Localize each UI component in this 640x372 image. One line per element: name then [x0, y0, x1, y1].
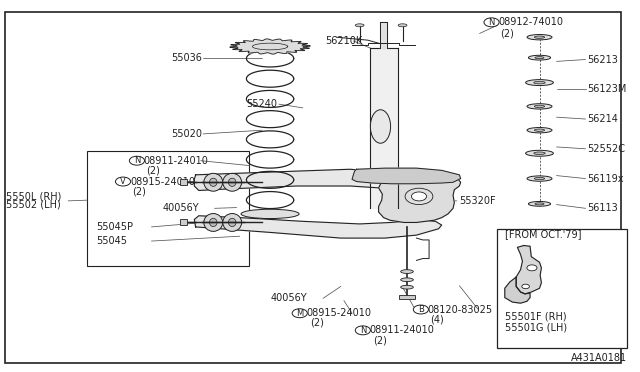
Text: B: B: [418, 305, 424, 314]
Ellipse shape: [529, 202, 550, 206]
Text: 5550L (RH): 5550L (RH): [6, 192, 61, 201]
Polygon shape: [379, 169, 461, 222]
Ellipse shape: [534, 177, 545, 180]
Text: 56210K: 56210K: [326, 36, 363, 46]
Text: 40056Y: 40056Y: [270, 294, 307, 303]
Circle shape: [405, 188, 433, 205]
Text: N: N: [134, 156, 140, 165]
Polygon shape: [352, 168, 461, 184]
Text: 08911-24010: 08911-24010: [370, 326, 435, 335]
Text: (2): (2): [310, 318, 324, 328]
Circle shape: [115, 177, 131, 186]
Circle shape: [355, 326, 371, 335]
Text: A431A0181: A431A0181: [571, 353, 627, 363]
Bar: [399, 295, 415, 299]
Polygon shape: [370, 48, 397, 208]
Ellipse shape: [535, 57, 544, 59]
Ellipse shape: [371, 110, 390, 143]
Ellipse shape: [228, 218, 236, 227]
Text: (2): (2): [374, 335, 387, 345]
Text: 08911-24010: 08911-24010: [144, 156, 209, 166]
Ellipse shape: [535, 203, 544, 205]
Bar: [87, 151, 249, 266]
Text: 52552C: 52552C: [587, 144, 625, 154]
Ellipse shape: [527, 35, 552, 40]
Ellipse shape: [228, 178, 236, 186]
Polygon shape: [380, 22, 387, 48]
Ellipse shape: [241, 209, 299, 219]
Ellipse shape: [223, 214, 242, 231]
Circle shape: [129, 156, 145, 165]
Text: 55045: 55045: [96, 236, 127, 246]
Text: M: M: [296, 309, 303, 318]
Polygon shape: [505, 277, 530, 303]
Ellipse shape: [209, 178, 217, 186]
Ellipse shape: [534, 129, 545, 131]
Ellipse shape: [534, 152, 545, 155]
Text: 55045P: 55045P: [96, 222, 133, 232]
Bar: [180, 179, 188, 185]
Text: (2): (2): [132, 186, 147, 196]
Polygon shape: [195, 169, 454, 190]
Text: 56213: 56213: [587, 55, 618, 64]
Ellipse shape: [527, 128, 552, 133]
Text: 55502 (LH): 55502 (LH): [6, 200, 61, 209]
Ellipse shape: [401, 285, 413, 289]
Ellipse shape: [223, 173, 242, 191]
Ellipse shape: [527, 104, 552, 109]
Text: N: N: [360, 326, 366, 335]
Bar: [497, 229, 627, 348]
Text: 08915-24010: 08915-24010: [130, 177, 195, 186]
Polygon shape: [230, 39, 310, 54]
Text: 08120-83025: 08120-83025: [428, 305, 493, 314]
Ellipse shape: [398, 24, 407, 27]
Polygon shape: [195, 216, 442, 238]
Ellipse shape: [401, 278, 413, 282]
Ellipse shape: [534, 81, 545, 84]
Text: (2): (2): [147, 166, 160, 175]
Text: 56119x: 56119x: [587, 174, 623, 183]
Text: 56123M: 56123M: [587, 84, 626, 94]
Text: 55036: 55036: [171, 53, 202, 62]
Text: 08915-24010: 08915-24010: [307, 308, 372, 318]
Ellipse shape: [529, 55, 550, 60]
Text: 56214: 56214: [587, 114, 618, 124]
Text: 08912-74010: 08912-74010: [499, 17, 563, 27]
Text: [FROM OCT.'79]: [FROM OCT.'79]: [505, 230, 581, 239]
Ellipse shape: [534, 36, 545, 38]
Circle shape: [292, 309, 307, 318]
Circle shape: [522, 284, 529, 289]
Ellipse shape: [527, 176, 552, 181]
Circle shape: [412, 192, 426, 201]
Ellipse shape: [209, 218, 217, 227]
Text: 56113: 56113: [587, 203, 618, 213]
Text: 55501F (RH): 55501F (RH): [505, 312, 566, 322]
Ellipse shape: [534, 105, 545, 108]
Text: 55320F: 55320F: [460, 196, 496, 206]
Text: (2): (2): [500, 29, 515, 38]
Circle shape: [484, 18, 499, 27]
Polygon shape: [516, 246, 541, 294]
Ellipse shape: [401, 270, 413, 273]
Circle shape: [527, 265, 537, 271]
Text: 55020: 55020: [171, 129, 202, 139]
Text: 40056Y: 40056Y: [163, 203, 200, 213]
Text: V: V: [120, 177, 126, 186]
Text: 55240: 55240: [246, 99, 278, 109]
Text: (4): (4): [430, 314, 444, 324]
Text: 55501G (LH): 55501G (LH): [505, 323, 567, 332]
Ellipse shape: [204, 214, 223, 231]
Bar: [180, 219, 188, 225]
Circle shape: [413, 305, 428, 314]
Ellipse shape: [525, 80, 554, 86]
Ellipse shape: [204, 173, 223, 191]
Ellipse shape: [525, 150, 554, 156]
Text: N: N: [488, 18, 495, 27]
Ellipse shape: [355, 24, 364, 27]
